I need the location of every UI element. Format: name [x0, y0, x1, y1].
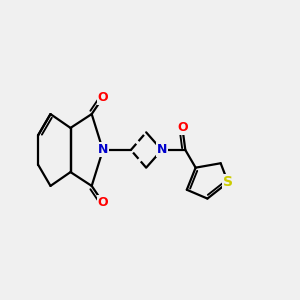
- Text: N: N: [157, 143, 167, 157]
- Text: O: O: [98, 91, 108, 104]
- Text: O: O: [98, 196, 108, 209]
- Text: S: S: [223, 176, 233, 189]
- Text: O: O: [177, 122, 188, 134]
- Text: N: N: [98, 143, 108, 157]
